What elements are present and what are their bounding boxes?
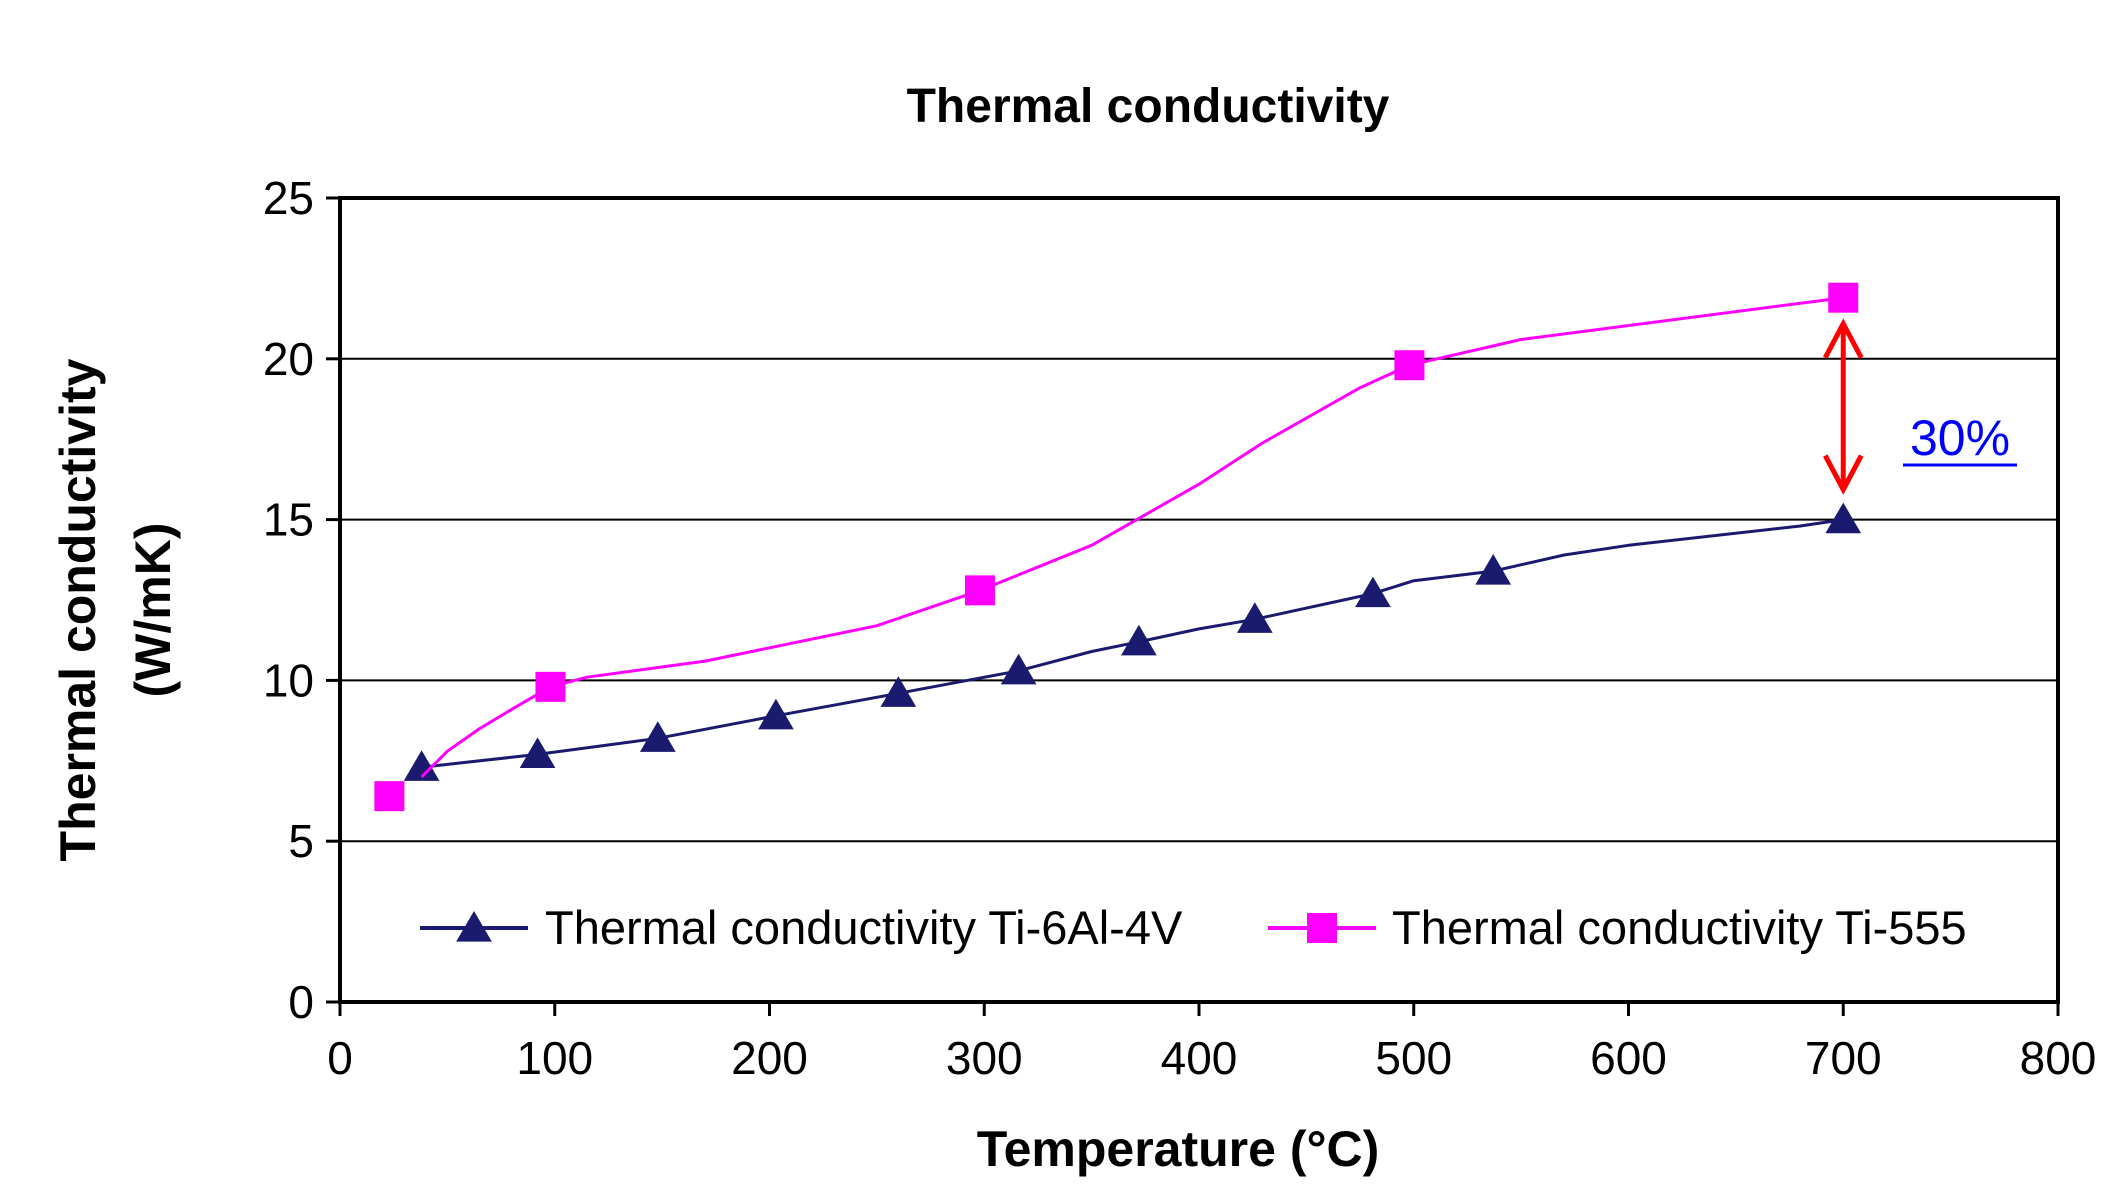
- data-point-square: [374, 781, 405, 812]
- annotation-label: 30%: [1910, 410, 2010, 466]
- data-point-triangle: [403, 750, 440, 781]
- y-tick-label: 5: [288, 815, 314, 867]
- y-tick-label: 20: [263, 333, 314, 385]
- data-point-triangle: [1475, 554, 1512, 585]
- series-line: [421, 518, 1844, 769]
- y-axis-title: Thermal conductivity: [50, 358, 106, 861]
- data-point-triangle: [1825, 502, 1862, 534]
- x-tick-label: 600: [1590, 1032, 1667, 1084]
- legend-label: Thermal conductivity Ti-555: [1392, 901, 1967, 954]
- annotation-arrow-head-up: [1823, 318, 1864, 359]
- data-point-square: [535, 671, 566, 702]
- data-point-triangle: [1236, 602, 1273, 633]
- x-tick-label: 0: [327, 1032, 353, 1084]
- data-point-square: [964, 575, 995, 606]
- x-tick-label: 500: [1375, 1032, 1452, 1084]
- chart-title: Thermal conductivity: [907, 80, 1390, 133]
- legend-marker-square: [1307, 913, 1337, 943]
- x-tick-label: 700: [1805, 1032, 1882, 1084]
- data-point-triangle: [758, 698, 794, 730]
- data-point-triangle: [1000, 653, 1037, 685]
- x-tick-label: 400: [1161, 1032, 1238, 1084]
- data-point-triangle: [1355, 576, 1391, 608]
- annotation-arrow-head-down: [1823, 454, 1864, 495]
- legend-entry: Thermal conductivity Ti-555: [1268, 901, 1967, 954]
- series-ti-555: [374, 282, 1859, 812]
- x-tick-label: 300: [946, 1032, 1023, 1084]
- data-point-square: [1394, 350, 1425, 381]
- y-tick-label: 0: [288, 976, 314, 1028]
- data-point-triangle: [639, 721, 676, 752]
- legend-label: Thermal conductivity Ti-6Al-4V: [545, 901, 1183, 954]
- series-ti-6al-4v: [403, 502, 1862, 781]
- y-axis-title-units: (W/mK): [125, 523, 181, 698]
- y-tick-label: 25: [263, 172, 314, 224]
- data-series: [374, 282, 1862, 812]
- axis-ticks: 0 5 10 15 20 25 0 100 200 300 400 500 600 700 800: [263, 172, 2097, 1084]
- x-tick-label: 200: [731, 1032, 808, 1084]
- annotation: 30%: [1823, 318, 2017, 495]
- x-tick-label: 800: [2020, 1032, 2097, 1084]
- x-axis-title: Temperature (°C): [977, 1121, 1379, 1177]
- legend: Thermal conductivity Ti-6Al-4V Thermal co…: [420, 901, 1967, 954]
- plot-area-border: [338, 196, 2060, 1004]
- legend-marker-triangle: [456, 911, 492, 942]
- data-point-triangle: [1121, 624, 1157, 656]
- series-line: [420, 296, 1844, 778]
- y-tick-label: 10: [263, 654, 314, 706]
- data-point-triangle: [519, 737, 556, 768]
- plot-frame: [338, 196, 2060, 1004]
- data-point-square: [1828, 282, 1859, 313]
- y-tick-label: 15: [263, 494, 314, 546]
- grid-lines: [340, 357, 2058, 843]
- x-tick-label: 100: [516, 1032, 593, 1084]
- data-point-triangle: [880, 676, 917, 707]
- legend-entry: Thermal conductivity Ti-6Al-4V: [420, 901, 1183, 954]
